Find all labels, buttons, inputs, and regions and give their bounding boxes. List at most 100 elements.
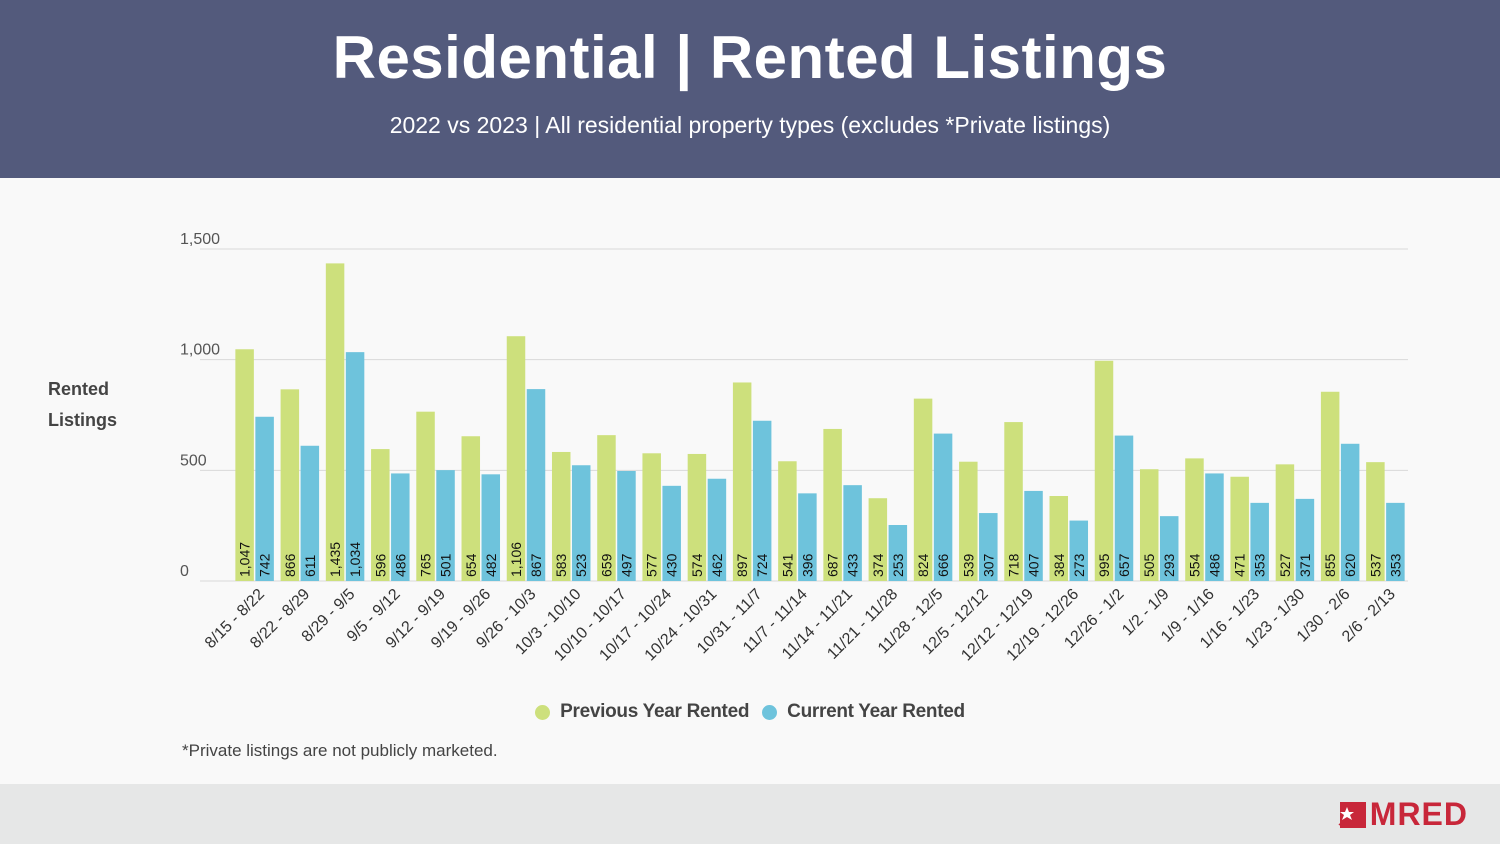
data-label: 307 bbox=[980, 553, 996, 577]
legend-label-current: Current Year Rented bbox=[787, 701, 965, 722]
bar-previous-year bbox=[732, 382, 752, 581]
data-label: 824 bbox=[915, 553, 931, 577]
data-label: 497 bbox=[618, 553, 634, 577]
mred-logo: MRED bbox=[1337, 798, 1468, 830]
data-label: 596 bbox=[372, 553, 388, 577]
data-label: 718 bbox=[1006, 553, 1022, 577]
bar-previous-year bbox=[642, 453, 661, 581]
data-label: 1,106 bbox=[508, 542, 524, 577]
bar-current-year bbox=[571, 465, 591, 581]
bar-previous-year bbox=[280, 389, 300, 581]
mred-star-icon bbox=[1338, 802, 1366, 828]
bar-current-year bbox=[798, 493, 817, 581]
data-label: 620 bbox=[1342, 553, 1358, 577]
data-label: 657 bbox=[1116, 553, 1132, 577]
bar-current-year bbox=[436, 470, 455, 581]
chart-legend: Previous Year Rented Current Year Rented bbox=[0, 701, 1500, 726]
bar-previous-year bbox=[416, 411, 435, 581]
data-label: 995 bbox=[1096, 553, 1112, 577]
data-label: 430 bbox=[664, 553, 680, 577]
bar-previous-year bbox=[1004, 422, 1023, 581]
y-tick-label: 1,500 bbox=[180, 231, 220, 248]
bar-current-year bbox=[1386, 502, 1405, 581]
legend-dot-current-icon bbox=[762, 704, 778, 720]
legend-item-current: Current Year Rented bbox=[762, 701, 965, 723]
data-label: 687 bbox=[825, 553, 841, 577]
bar-previous-year bbox=[1094, 360, 1114, 581]
bar-previous-year bbox=[371, 449, 390, 581]
data-label: 353 bbox=[1387, 553, 1403, 577]
data-label: 523 bbox=[573, 553, 589, 577]
bar-current-year bbox=[1024, 490, 1043, 581]
bar-previous-year bbox=[868, 498, 888, 581]
data-label: 462 bbox=[709, 553, 725, 577]
bar-previous-year bbox=[959, 461, 978, 581]
data-label: 384 bbox=[1051, 553, 1067, 577]
page-title: Residential | Rented Listings bbox=[332, 24, 1168, 91]
data-label: 253 bbox=[890, 553, 906, 577]
data-label: 433 bbox=[845, 553, 861, 577]
data-label: 654 bbox=[463, 553, 479, 577]
bar-current-year bbox=[1069, 520, 1089, 581]
data-label: 273 bbox=[1071, 553, 1087, 577]
data-label: 583 bbox=[553, 553, 569, 577]
data-label: 574 bbox=[689, 553, 705, 577]
header-banner: Residential | Rented Listings 2022 vs 20… bbox=[0, 0, 1500, 178]
data-label: 866 bbox=[282, 553, 298, 577]
bar-current-year bbox=[617, 470, 636, 581]
bar-previous-year bbox=[461, 436, 481, 581]
bar-current-year bbox=[1295, 498, 1315, 581]
data-label: 501 bbox=[438, 553, 454, 577]
bar-previous-year bbox=[325, 263, 345, 581]
bar-current-year bbox=[391, 473, 410, 581]
data-label: 742 bbox=[257, 553, 273, 577]
data-label: 371 bbox=[1297, 553, 1313, 577]
bar-current-year bbox=[933, 433, 953, 581]
data-label: 867 bbox=[528, 553, 544, 577]
bar-current-year bbox=[1159, 516, 1179, 581]
bar-previous-year bbox=[235, 349, 254, 581]
data-label: 855 bbox=[1322, 553, 1338, 577]
y-tick-label: 500 bbox=[180, 452, 207, 469]
data-label: 471 bbox=[1232, 553, 1248, 577]
bar-previous-year bbox=[1049, 496, 1069, 581]
data-label: 1,435 bbox=[327, 542, 343, 577]
bar-previous-year bbox=[1366, 462, 1385, 581]
bar-current-year bbox=[526, 389, 546, 581]
data-label: 659 bbox=[598, 553, 614, 577]
data-label: 293 bbox=[1161, 553, 1177, 577]
data-label: 407 bbox=[1026, 553, 1042, 577]
data-label: 724 bbox=[754, 553, 770, 577]
data-label: 486 bbox=[392, 553, 408, 577]
bar-current-year bbox=[481, 474, 501, 581]
data-label: 353 bbox=[1252, 553, 1268, 577]
bar-previous-year bbox=[823, 428, 842, 581]
data-label: 765 bbox=[418, 553, 434, 577]
data-label: 539 bbox=[960, 553, 976, 577]
bar-current-year bbox=[888, 525, 908, 581]
data-label: 1,047 bbox=[237, 542, 253, 577]
page-subtitle: 2022 vs 2023 | All residential property … bbox=[389, 112, 1111, 138]
legend-dot-previous-icon bbox=[535, 704, 551, 720]
bar-current-year bbox=[662, 485, 681, 581]
data-label: 577 bbox=[644, 553, 660, 577]
data-label: 611 bbox=[302, 554, 318, 577]
footer-bar bbox=[0, 784, 1500, 844]
data-label: 396 bbox=[799, 553, 815, 577]
bar-current-year bbox=[843, 485, 862, 581]
bar-current-year bbox=[255, 416, 274, 581]
bar-current-year bbox=[1340, 443, 1360, 581]
footnote: *Private listings are not publicly marke… bbox=[182, 741, 498, 760]
bar-previous-year bbox=[1185, 458, 1204, 581]
bar-current-year bbox=[1114, 435, 1134, 581]
bar-current-year bbox=[300, 445, 320, 581]
data-label: 482 bbox=[483, 553, 499, 577]
data-label: 486 bbox=[1206, 553, 1222, 577]
data-label: 897 bbox=[734, 553, 750, 577]
bar-previous-year bbox=[1139, 469, 1159, 581]
legend-item-previous: Previous Year Rented bbox=[535, 701, 749, 723]
data-label: 554 bbox=[1186, 553, 1202, 577]
bar-current-year bbox=[979, 513, 998, 581]
bar-previous-year bbox=[506, 336, 526, 581]
